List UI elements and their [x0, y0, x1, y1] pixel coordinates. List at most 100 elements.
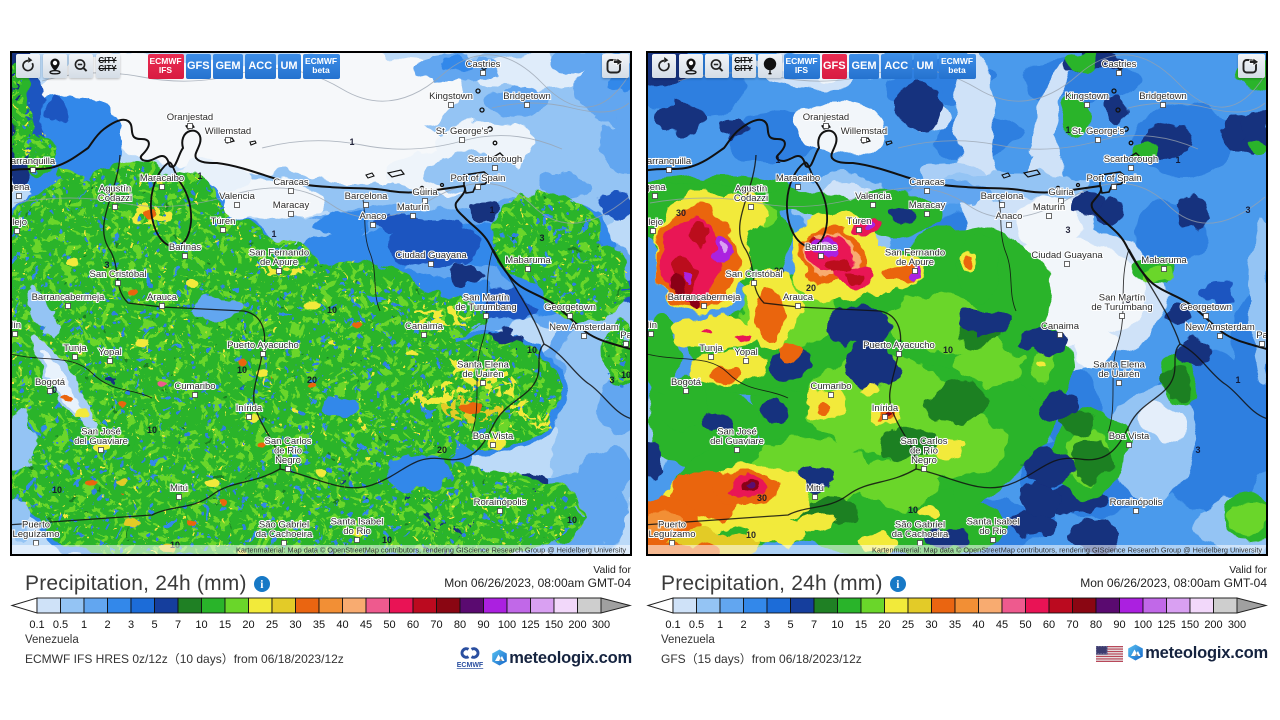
svg-text:0.1: 0.1 [665, 619, 680, 631]
svg-text:Arauca: Arauca [147, 292, 178, 303]
svg-text:i: i [260, 579, 264, 591]
svg-text:30: 30 [676, 208, 686, 218]
svg-text:Barinas: Barinas [805, 242, 837, 253]
svg-text:Yopal: Yopal [98, 347, 121, 358]
svg-text:10: 10 [527, 345, 537, 355]
svg-text:10: 10 [943, 345, 953, 355]
svg-text:Willemstad: Willemstad [841, 126, 887, 137]
svg-text:Georgetown: Georgetown [1180, 302, 1232, 313]
svg-text:10: 10 [52, 485, 62, 495]
svg-text:de Uairén: de Uairén [1098, 369, 1139, 380]
svg-text:San Martín: San Martín [1099, 293, 1145, 304]
svg-text:Codazzi: Codazzi [98, 193, 132, 204]
svg-text:10: 10 [567, 515, 577, 525]
svg-text:15: 15 [855, 619, 867, 631]
svg-text:15: 15 [219, 619, 231, 631]
svg-text:Anaco: Anaco [996, 211, 1023, 222]
svg-text:3: 3 [1245, 205, 1250, 215]
svg-text:Ciudad Guayana: Ciudad Guayana [1031, 250, 1103, 261]
svg-text:Barcelona: Barcelona [981, 191, 1024, 202]
svg-text:7: 7 [811, 619, 817, 631]
svg-text:Negro: Negro [911, 455, 937, 466]
svg-text:San Fernando: San Fernando [885, 248, 945, 259]
svg-text:10: 10 [147, 425, 157, 435]
svg-text:25: 25 [902, 619, 914, 631]
svg-text:45: 45 [996, 619, 1008, 631]
svg-text:arranquilla: arranquilla [12, 156, 56, 167]
svg-text:elejo: elejo [12, 217, 27, 228]
svg-text:St. George's: St. George's [1072, 126, 1125, 137]
svg-text:Caracas: Caracas [273, 177, 309, 188]
svg-text:Rorainópolis: Rorainópolis [474, 497, 527, 508]
svg-text:Maracaibo: Maracaibo [776, 173, 820, 184]
svg-text:10: 10 [831, 619, 843, 631]
svg-text:20: 20 [242, 619, 254, 631]
svg-text:del Guaviare: del Guaviare [710, 436, 764, 447]
svg-text:1: 1 [349, 137, 354, 147]
svg-text:Tunja: Tunja [63, 343, 87, 354]
svg-text:elejo: elejo [648, 217, 663, 228]
svg-text:3: 3 [539, 233, 544, 243]
svg-text:da Cachoeira: da Cachoeira [256, 529, 313, 540]
svg-text:Puerto: Puerto [22, 520, 50, 531]
svg-text:20: 20 [774, 266, 784, 276]
svg-text:100: 100 [498, 619, 516, 631]
svg-text:Leguízamo: Leguízamo [648, 529, 695, 540]
svg-text:de Río: de Río [910, 446, 938, 457]
svg-text:10: 10 [195, 619, 207, 631]
svg-text:San Carlos: San Carlos [265, 436, 312, 447]
svg-text:da Cachoeira: da Cachoeira [892, 529, 949, 540]
svg-text:3: 3 [1065, 225, 1070, 235]
svg-text:Arauca: Arauca [783, 292, 814, 303]
svg-text:Leguízamo: Leguízamo [12, 529, 59, 540]
svg-text:20: 20 [307, 375, 317, 385]
svg-text:200: 200 [568, 619, 586, 631]
svg-text:Boa Vista: Boa Vista [1109, 431, 1150, 442]
svg-text:llín: llín [12, 320, 21, 331]
svg-text:3: 3 [104, 260, 109, 270]
svg-text:Maracay: Maracay [909, 200, 946, 211]
svg-text:New Amsterdam: New Amsterdam [1185, 322, 1255, 333]
svg-text:50: 50 [1019, 619, 1031, 631]
svg-text:Port of Spain: Port of Spain [451, 173, 506, 184]
svg-text:San José: San José [81, 427, 121, 438]
svg-text:Mitú: Mitú [806, 483, 824, 494]
svg-text:San José: San José [717, 427, 757, 438]
svg-text:Barcelona: Barcelona [345, 191, 388, 202]
svg-text:Puerto Ayacucho: Puerto Ayacucho [863, 340, 935, 351]
svg-text:150: 150 [545, 619, 563, 631]
svg-text:Oranjestad: Oranjestad [803, 112, 849, 123]
svg-text:Canaima: Canaima [405, 321, 444, 332]
svg-text:Mabaruma: Mabaruma [505, 255, 551, 266]
svg-text:0.1: 0.1 [29, 619, 44, 631]
svg-text:10: 10 [327, 305, 337, 315]
svg-text:1: 1 [271, 229, 276, 239]
svg-text:de Río: de Río [274, 446, 302, 457]
svg-text:Maracaibo: Maracaibo [140, 173, 184, 184]
svg-text:40: 40 [336, 619, 348, 631]
svg-text:20: 20 [806, 283, 816, 293]
svg-text:de Uairén: de Uairén [462, 369, 503, 380]
svg-text:Valencia: Valencia [219, 191, 255, 202]
svg-text:Codazzi: Codazzi [734, 193, 768, 204]
svg-text:1: 1 [1175, 155, 1180, 165]
svg-text:30: 30 [289, 619, 301, 631]
svg-text:Cumaribo: Cumaribo [810, 381, 851, 392]
svg-text:San Carlos: San Carlos [901, 436, 948, 447]
svg-text:Georgetown: Georgetown [544, 302, 596, 313]
svg-text:de Apure: de Apure [260, 257, 298, 268]
svg-text:20: 20 [437, 445, 447, 455]
svg-text:1: 1 [489, 205, 494, 215]
svg-text:1: 1 [1065, 125, 1070, 135]
svg-text:300: 300 [1228, 619, 1246, 631]
svg-text:5: 5 [151, 619, 157, 631]
svg-text:Barrancabermeja: Barrancabermeja [668, 292, 742, 303]
svg-text:Bogotá: Bogotá [671, 377, 702, 388]
svg-text:Santa Elena: Santa Elena [1093, 360, 1145, 371]
svg-text:Túren: Túren [211, 216, 236, 227]
svg-text:Pa: Pa [1256, 330, 1266, 341]
svg-text:1: 1 [1235, 375, 1240, 385]
svg-text:1: 1 [775, 155, 780, 165]
svg-text:125: 125 [1157, 619, 1175, 631]
svg-text:45: 45 [360, 619, 372, 631]
